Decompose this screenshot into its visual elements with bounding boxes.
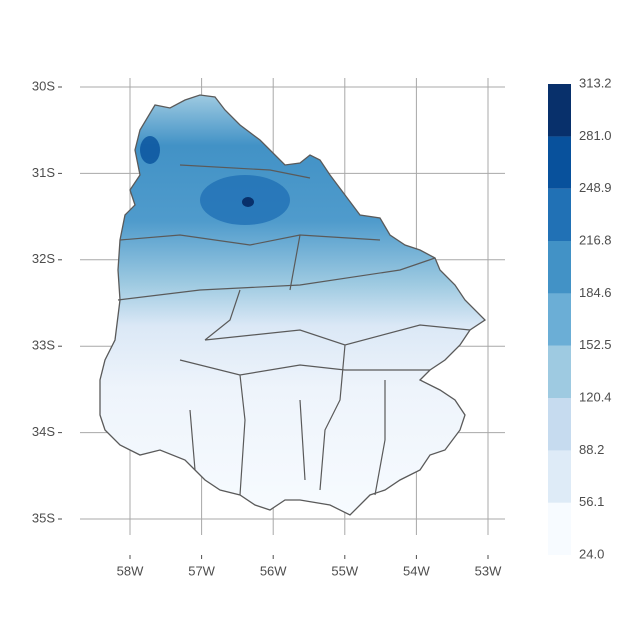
legend-label: 281.0: [579, 128, 612, 143]
lon-label: 58W: [117, 563, 144, 578]
lat-label: 30S: [32, 78, 55, 93]
lat-label: 32S: [32, 251, 55, 266]
legend-swatch: [548, 345, 571, 398]
lon-label: 56W: [260, 563, 287, 578]
lat-label: 33S: [32, 338, 55, 353]
lon-label: 55W: [331, 563, 358, 578]
legend-label: 184.6: [579, 285, 612, 300]
legend-swatch: [548, 293, 571, 346]
legend-label: 88.2: [579, 442, 604, 457]
lon-label: 53W: [475, 563, 502, 578]
lat-label: 34S: [32, 424, 55, 439]
legend-swatch: [548, 502, 571, 555]
legend-label: 120.4: [579, 389, 612, 404]
legend-swatch: [548, 136, 571, 189]
high-rain-area: [242, 197, 254, 207]
legend-label: 313.2: [579, 75, 612, 90]
country-outline: [99, 94, 487, 516]
lat-label: 35S: [32, 510, 55, 525]
legend: 24.0 56.1 88.2 120.4 152.5 184.6 216.8 248.9 281…: [548, 75, 612, 561]
legend-swatch: [548, 241, 571, 294]
country-map: [99, 94, 487, 516]
legend-swatch: [548, 398, 571, 451]
legend-swatch: [548, 84, 571, 137]
legend-swatch: [548, 450, 571, 503]
department-borders: [117, 164, 471, 496]
lon-label: 57W: [188, 563, 215, 578]
legend-label: 56.1: [579, 494, 604, 509]
legend-label: 152.5: [579, 337, 612, 352]
legend-label: 216.8: [579, 232, 612, 247]
lat-label: 31S: [32, 165, 55, 180]
legend-label: 248.9: [579, 180, 612, 195]
high-rain-area: [140, 136, 160, 164]
legend-label: 24.0: [579, 546, 604, 561]
legend-swatch: [548, 188, 571, 241]
lon-label: 54W: [403, 563, 430, 578]
